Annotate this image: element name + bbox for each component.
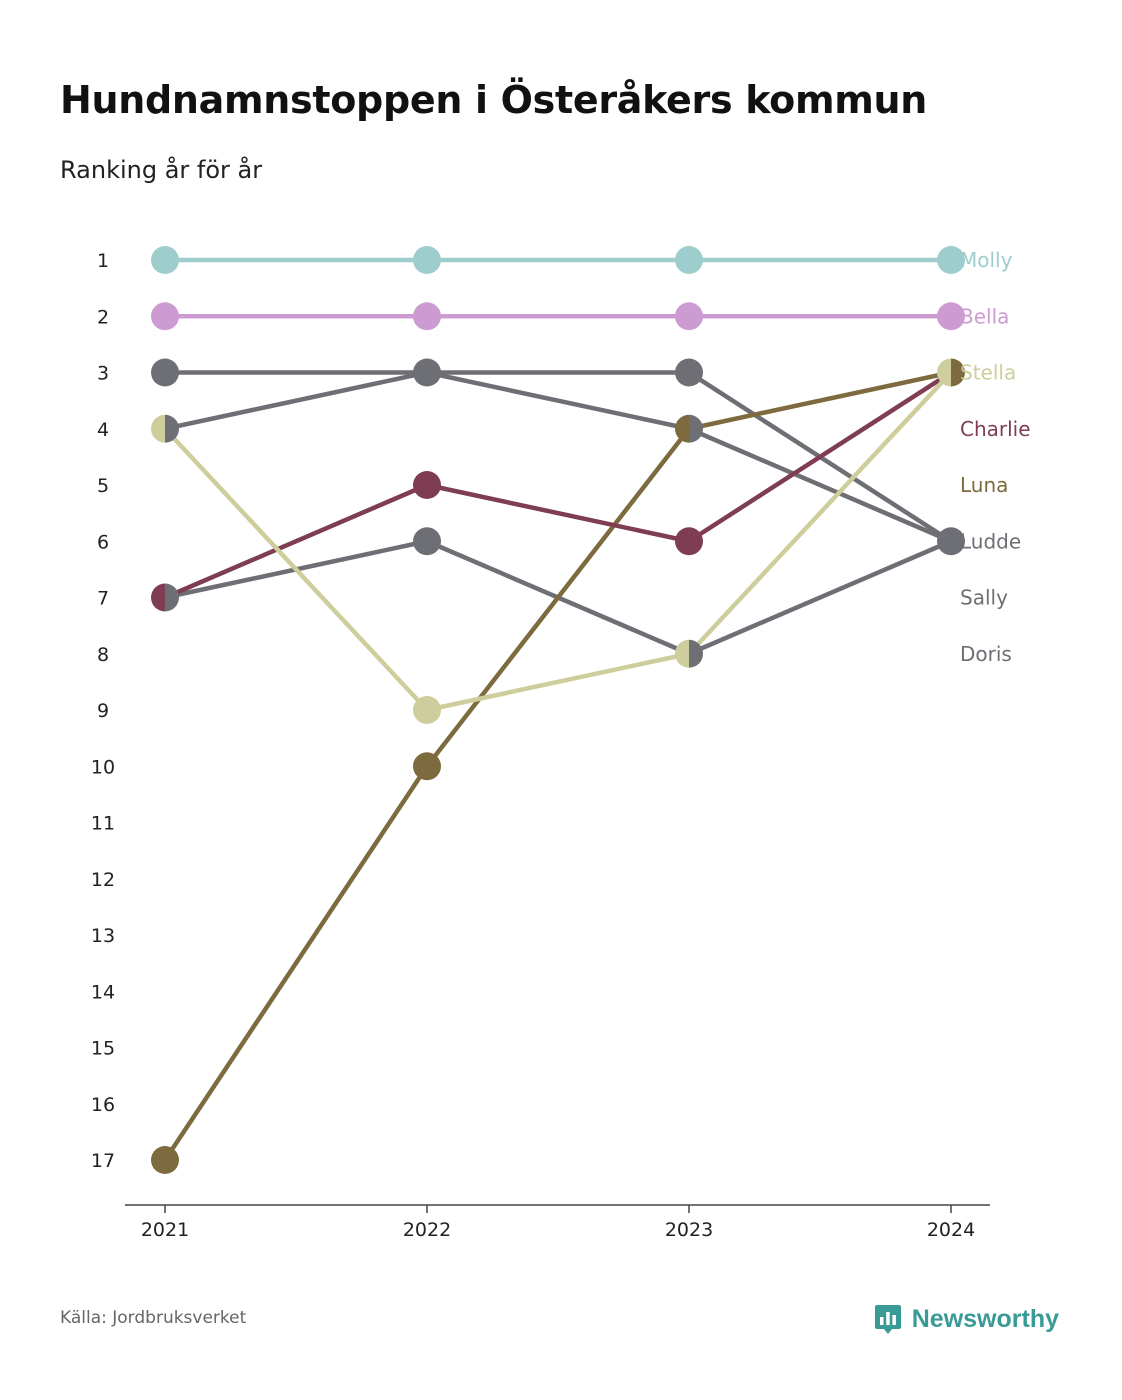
y-tick-label: 13 <box>91 925 115 947</box>
point-ludde-sally-doris-2024 <box>937 527 965 556</box>
y-tick-label: 8 <box>97 644 109 666</box>
point-ludde-2023 <box>675 358 703 387</box>
point-luna-2021 <box>151 1146 179 1174</box>
series-line-luna <box>162 370 954 1163</box>
series-line-sally <box>162 370 954 544</box>
point-charlie-2023 <box>675 527 703 556</box>
point-charlie-doris-2021-left <box>151 583 165 612</box>
newsworthy-logo-icon <box>874 1305 901 1334</box>
x-axis: 2021 2022 2023 2024 <box>125 1204 990 1241</box>
series-label-charlie: Charlie <box>960 417 1031 441</box>
source-note: Källa: Jordbruksverket <box>60 1308 247 1328</box>
point-luna-sally-2023-left <box>675 414 689 443</box>
series-line-stella <box>162 370 954 713</box>
y-tick-label: 5 <box>97 475 109 497</box>
point-stella-doris-2023-left <box>675 639 689 668</box>
x-tick-label: 2021 <box>141 1219 189 1241</box>
series-line-charlie <box>162 370 954 600</box>
y-tick-label: 4 <box>97 419 109 441</box>
y-tick-label: 14 <box>91 981 115 1003</box>
y-tick-label: 6 <box>97 531 109 553</box>
y-tick-label: 3 <box>97 363 109 385</box>
point-bella-2024 <box>937 302 965 331</box>
point-ludde-sally-2022 <box>413 358 441 387</box>
y-tick-label: 9 <box>97 700 109 722</box>
brand-name: Newsworthy <box>911 1304 1059 1333</box>
point-bella-2022 <box>413 302 441 331</box>
y-tick-label: 10 <box>91 756 115 778</box>
point-stella-charlie-luna-2024-right <box>951 358 965 387</box>
series-label-doris: Doris <box>960 642 1012 666</box>
point-stella-2022 <box>413 696 441 724</box>
point-bella-2021 <box>151 302 179 331</box>
series-label-molly: Molly <box>960 248 1013 272</box>
y-tick-label: 7 <box>97 588 109 610</box>
series-labels: Molly Bella Stella Charlie Luna Ludde Sally Dor… <box>960 248 1031 666</box>
x-tick-label: 2023 <box>665 1219 713 1241</box>
y-tick-label: 16 <box>91 1094 115 1116</box>
point-ludde-2021 <box>151 358 179 387</box>
point-doris-2022 <box>413 527 441 556</box>
x-tick-label: 2024 <box>927 1219 975 1241</box>
chart-title: Hundnamnstoppen i Österåkers kommun <box>60 78 928 122</box>
chart-subtitle: Ranking år för år <box>60 156 263 184</box>
point-stella-sally-2021-right <box>165 414 180 443</box>
series-lines <box>162 257 954 1163</box>
point-stella-charlie-luna-2024-left <box>937 358 951 387</box>
y-tick-label: 11 <box>91 813 115 835</box>
point-stella-doris-2023-right <box>689 639 703 668</box>
point-molly-2022 <box>413 246 441 274</box>
point-bella-2023 <box>675 302 703 331</box>
series-label-ludde: Ludde <box>960 529 1021 553</box>
point-luna-2022 <box>413 752 441 781</box>
x-tick-label: 2022 <box>403 1219 451 1241</box>
y-tick-label: 15 <box>91 1038 115 1060</box>
y-tick-label: 17 <box>91 1150 115 1172</box>
series-label-sally: Sally <box>960 586 1008 610</box>
point-charlie-2022 <box>413 471 441 499</box>
series-label-stella: Stella <box>960 361 1016 385</box>
y-tick-label: 12 <box>91 869 115 891</box>
point-charlie-doris-2021-right <box>165 583 180 612</box>
series-points <box>151 246 965 1174</box>
point-molly-2023 <box>675 246 703 274</box>
brand-logo[interactable]: Newsworthy <box>874 1303 1059 1335</box>
point-molly-2024 <box>937 246 965 274</box>
series-label-luna: Luna <box>960 473 1008 497</box>
point-stella-sally-2021-left <box>151 414 165 443</box>
series-label-bella: Bella <box>960 304 1009 328</box>
point-luna-sally-2023-right <box>689 414 703 443</box>
y-tick-label: 2 <box>97 306 109 328</box>
y-tick-label: 1 <box>97 250 109 272</box>
point-molly-2021 <box>151 246 179 274</box>
